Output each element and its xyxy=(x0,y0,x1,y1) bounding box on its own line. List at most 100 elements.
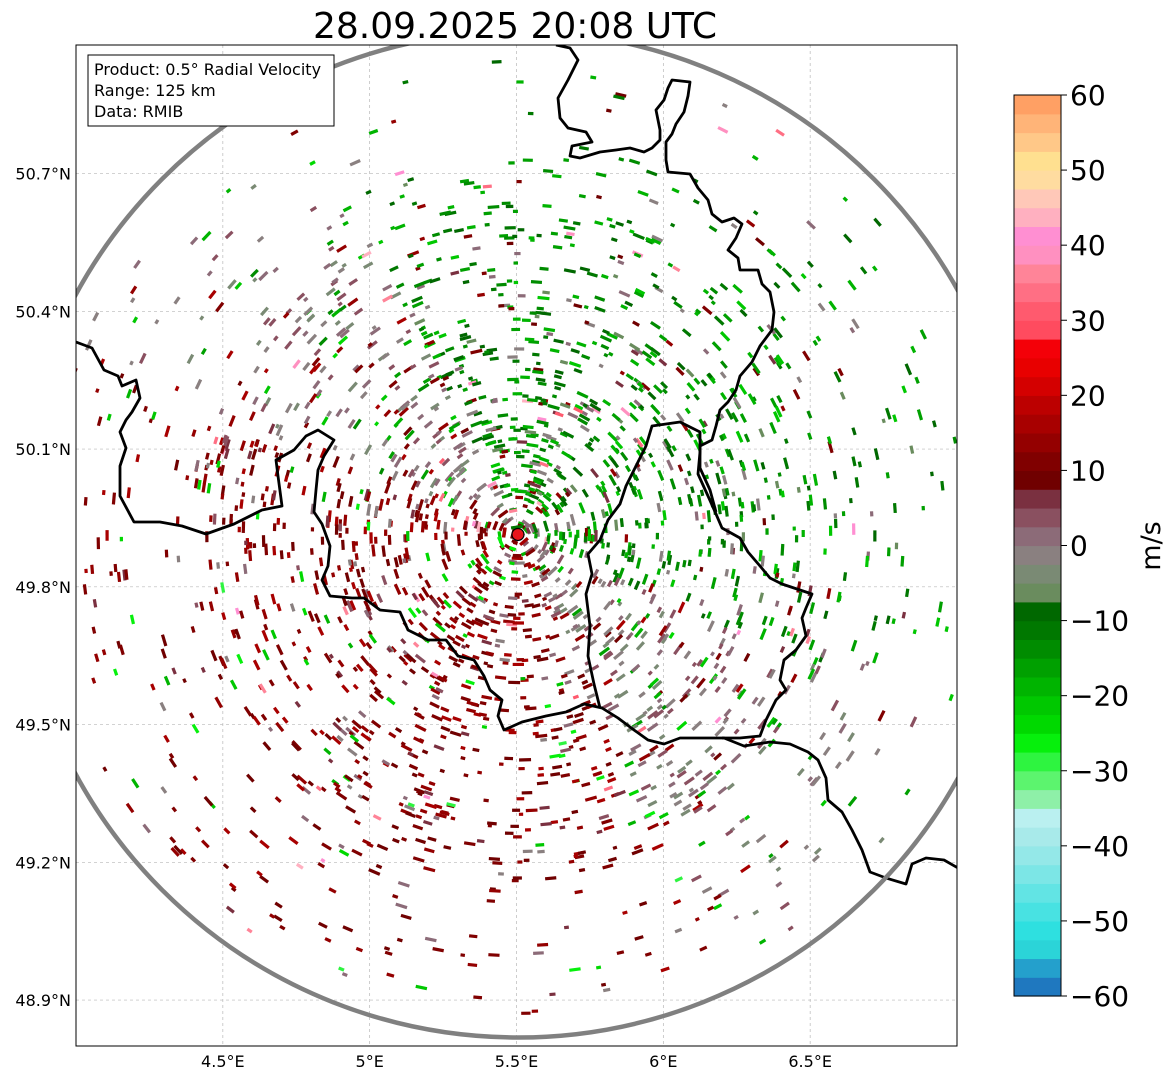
velocity-gate xyxy=(341,972,348,977)
velocity-gate xyxy=(202,473,208,485)
velocity-gate xyxy=(269,913,276,919)
velocity-gate xyxy=(522,849,533,854)
velocity-gate xyxy=(282,312,290,319)
velocity-gate xyxy=(456,453,464,460)
velocity-gate xyxy=(385,497,391,506)
colorbar-segment xyxy=(1014,188,1061,209)
velocity-gate xyxy=(540,822,552,827)
velocity-gate xyxy=(460,724,468,730)
velocity-gate xyxy=(460,683,472,690)
velocity-gate xyxy=(194,378,203,390)
velocity-gate xyxy=(235,607,240,615)
velocity-gate xyxy=(545,491,552,498)
velocity-gate xyxy=(320,536,325,545)
velocity-gate xyxy=(272,266,279,274)
velocity-gate xyxy=(201,230,212,242)
velocity-gate xyxy=(421,609,429,617)
velocity-gate xyxy=(482,432,493,439)
velocity-gate xyxy=(952,436,957,444)
info-box: Product: 0.5° Radial Velocity Range: 125… xyxy=(87,54,335,127)
colorbar-segment xyxy=(1014,714,1061,734)
velocity-gate xyxy=(773,327,783,339)
velocity-gate xyxy=(407,177,415,183)
info-box-frame xyxy=(87,54,335,127)
velocity-gate xyxy=(386,476,393,485)
velocity-gate xyxy=(574,711,584,718)
velocity-gate xyxy=(847,732,855,743)
velocity-gate xyxy=(252,659,261,671)
velocity-gate xyxy=(466,338,477,344)
velocity-gate xyxy=(349,734,360,743)
velocity-gate xyxy=(332,455,340,468)
velocity-gate xyxy=(407,607,417,619)
velocity-gate xyxy=(526,397,538,403)
velocity-gate xyxy=(513,450,521,455)
velocity-gate xyxy=(444,531,448,540)
velocity-gate xyxy=(369,532,373,544)
velocity-gate xyxy=(289,603,296,612)
velocity-gate xyxy=(610,444,620,455)
velocity-gate xyxy=(452,600,463,610)
velocity-gate xyxy=(541,602,547,608)
velocity-gate xyxy=(306,333,318,345)
velocity-gate xyxy=(360,725,370,733)
velocity-gate xyxy=(464,531,468,536)
velocity-gate xyxy=(650,403,660,414)
velocity-gate xyxy=(830,699,840,712)
colorbar-segment xyxy=(1014,95,1061,115)
velocity-gate xyxy=(658,625,668,637)
velocity-gate xyxy=(524,603,534,608)
velocity-gate xyxy=(674,876,684,883)
velocity-gate xyxy=(669,772,675,778)
velocity-gate xyxy=(570,348,580,354)
velocity-gate xyxy=(536,781,549,786)
velocity-gate xyxy=(443,845,452,850)
velocity-gate xyxy=(270,629,277,640)
velocity-gate xyxy=(351,725,360,734)
velocity-gate xyxy=(268,318,277,327)
velocity-gate xyxy=(303,421,310,429)
velocity-gate xyxy=(490,462,501,469)
velocity-gate xyxy=(392,837,400,844)
velocity-gate xyxy=(242,563,248,575)
velocity-gate xyxy=(565,341,571,347)
velocity-gate xyxy=(700,379,708,387)
velocity-gate xyxy=(486,899,496,903)
velocity-gate xyxy=(531,523,539,534)
velocity-gate xyxy=(757,325,765,333)
velocity-gate xyxy=(727,448,734,461)
velocity-gate xyxy=(619,370,625,376)
velocity-gate xyxy=(720,360,728,369)
velocity-gate xyxy=(413,464,420,472)
velocity-gate xyxy=(396,316,407,325)
velocity-gate xyxy=(482,549,490,558)
velocity-gate xyxy=(192,775,199,782)
velocity-gate xyxy=(512,317,521,321)
velocity-gate xyxy=(851,456,857,467)
velocity-gate xyxy=(568,361,582,368)
velocity-gate xyxy=(302,330,309,337)
velocity-gate xyxy=(532,352,540,357)
velocity-gate xyxy=(333,781,341,789)
velocity-gate xyxy=(323,262,332,270)
velocity-gate xyxy=(317,862,326,869)
velocity-gate xyxy=(439,382,446,388)
velocity-gate xyxy=(552,593,558,599)
velocity-gate xyxy=(647,670,653,676)
velocity-gate xyxy=(919,329,928,340)
velocity-gate xyxy=(295,862,304,870)
colorbar-tick-label: −40 xyxy=(1070,830,1129,863)
velocity-gate xyxy=(96,416,103,427)
velocity-gate xyxy=(476,521,482,533)
velocity-gate xyxy=(130,297,136,304)
velocity-gate xyxy=(421,749,429,755)
velocity-gate xyxy=(720,501,726,511)
velocity-gate xyxy=(820,648,827,659)
velocity-gate xyxy=(497,536,505,549)
velocity-gate xyxy=(696,659,704,667)
velocity-gate xyxy=(636,488,644,500)
velocity-gate xyxy=(414,653,426,664)
velocity-echoes xyxy=(76,60,957,1015)
velocity-gate xyxy=(513,616,521,620)
